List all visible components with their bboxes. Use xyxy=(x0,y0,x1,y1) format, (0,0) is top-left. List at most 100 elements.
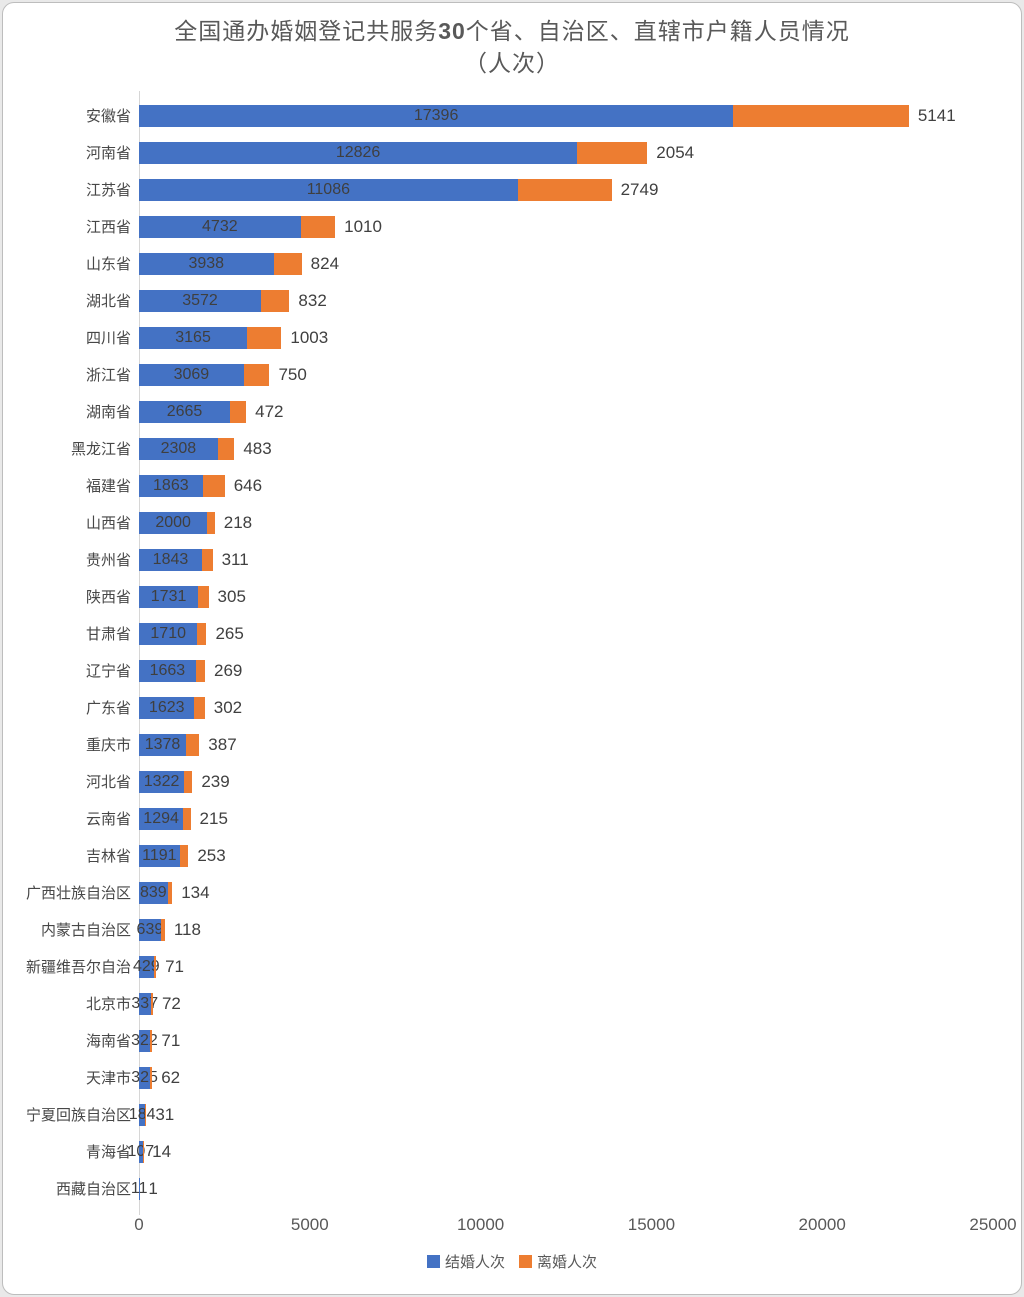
divorce-bar-segment xyxy=(150,1066,153,1089)
bar-track: 3069 750 xyxy=(139,363,993,386)
marriage-bar-segment: 1843 xyxy=(139,548,202,571)
bar-track: 11 1 xyxy=(131,1177,993,1200)
marriage-value-label: 184 xyxy=(128,1105,156,1123)
bar-track: 3938 824 xyxy=(139,252,993,275)
divorce-value-label: 215 xyxy=(199,808,228,828)
bar-track: 107 14 xyxy=(127,1140,993,1163)
chart-row: 江苏省 11086 2749 xyxy=(9,171,1021,208)
divorce-bar-segment xyxy=(149,1029,153,1052)
chart-row: 浙江省 3069 750 xyxy=(9,356,1021,393)
bar-track: 325 62 xyxy=(131,1066,993,1089)
bar-track: 1731 305 xyxy=(139,585,993,608)
marriage-value-label: 639 xyxy=(136,920,164,938)
divorce-value-label: 311 xyxy=(221,549,249,569)
divorce-bar-segment xyxy=(261,289,290,312)
chart-rows: 安徽省 17396 5141 河南省 12826 2054 江苏省 11086 2749 江西省 4… xyxy=(9,97,1021,1207)
bar-track: 1710 265 xyxy=(139,622,993,645)
marriage-bar-segment: 839 xyxy=(139,881,168,904)
divorce-bar-segment xyxy=(179,844,189,867)
marriage-value-label: 839 xyxy=(139,883,167,901)
marriage-bar-segment: 1191 xyxy=(139,844,180,867)
marriage-swatch-icon xyxy=(426,1255,440,1268)
divorce-bar-segment xyxy=(243,363,270,386)
divorce-value-label: 62 xyxy=(161,1067,181,1087)
category-label: 新疆维吾尔自治 xyxy=(25,959,131,976)
marriage-bar-segment: 2308 xyxy=(139,437,218,460)
divorce-bar-segment xyxy=(201,548,213,571)
divorce-value-label: 72 xyxy=(161,993,181,1013)
category-label: 江苏省 xyxy=(85,182,131,199)
chart-row: 海南省 322 71 xyxy=(9,1022,1021,1059)
marriage-value-label: 11 xyxy=(130,1179,148,1197)
divorce-bar-segment xyxy=(160,918,165,941)
divorce-bar-segment xyxy=(577,141,648,164)
divorce-bar-segment xyxy=(247,326,282,349)
marriage-value-label: 1663 xyxy=(149,661,186,679)
x-axis-tick-label: 0 xyxy=(134,1215,144,1234)
divorce-value-label: 134 xyxy=(181,882,210,902)
legend-label-marriage: 结婚人次 xyxy=(444,1254,505,1271)
chart-title-line1: 全国通办婚姻登记共服务30个省、自治区、直辖市户籍人员情况 xyxy=(3,15,1021,47)
marriage-bar-segment: 3938 xyxy=(139,252,274,275)
divorce-bar-segment xyxy=(300,215,336,238)
divorce-bar-segment xyxy=(517,178,612,201)
category-label: 青海省 xyxy=(85,1144,131,1161)
category-label: 陕西省 xyxy=(85,589,131,606)
divorce-value-label: 472 xyxy=(255,401,284,421)
marriage-value-label: 3572 xyxy=(182,291,218,309)
category-label: 西藏自治区 xyxy=(55,1181,131,1198)
chart-row: 西藏自治区 11 1 xyxy=(9,1170,1021,1207)
category-label: 山西省 xyxy=(85,515,131,532)
bar-track: 11086 2749 xyxy=(139,178,993,201)
category-label: 湖南省 xyxy=(85,404,131,421)
marriage-bar-segment: 1294 xyxy=(139,807,184,830)
divorce-bar-segment xyxy=(167,881,173,904)
bar-track: 2308 483 xyxy=(139,437,993,460)
chart-row: 四川省 3165 1003 xyxy=(9,319,1021,356)
chart-row: 新疆维吾尔自治 429 71 xyxy=(9,948,1021,985)
marriage-value-label: 1843 xyxy=(152,550,189,568)
category-label: 福建省 xyxy=(85,478,131,495)
legend-item-marriage: 结婚人次 xyxy=(426,1251,505,1272)
category-label: 四川省 xyxy=(85,330,131,347)
bar-track: 1663 269 xyxy=(139,659,993,682)
category-label: 黑龙江省 xyxy=(70,441,131,458)
divorce-bar-segment xyxy=(230,400,247,423)
chart-row: 重庆市 1378 387 xyxy=(9,726,1021,763)
bar-track: 639 118 xyxy=(136,918,993,941)
marriage-value-label: 1731 xyxy=(150,587,187,605)
marriage-value-label: 337 xyxy=(131,994,159,1012)
bar-track: 3165 1003 xyxy=(139,326,993,349)
divorce-value-label: 1010 xyxy=(344,216,382,236)
divorce-bar-segment xyxy=(733,104,909,127)
marriage-value-label: 3069 xyxy=(173,365,210,383)
divorce-value-label: 253 xyxy=(197,845,226,865)
category-label: 云南省 xyxy=(85,811,131,828)
marriage-bar-segment: 322 xyxy=(131,1029,158,1052)
divorce-bar-segment xyxy=(217,437,235,460)
bar-track: 2000 218 xyxy=(139,511,993,534)
category-label: 辽宁省 xyxy=(85,663,131,680)
marriage-value-label: 1294 xyxy=(143,809,179,827)
marriage-bar-segment: 11086 xyxy=(139,178,518,201)
title-text: 全国通办婚姻登记共服务 xyxy=(174,18,439,44)
category-label: 山东省 xyxy=(85,256,131,273)
category-label: 安徽省 xyxy=(85,108,131,125)
divorce-value-label: 71 xyxy=(165,956,184,976)
divorce-bar-segment xyxy=(198,585,209,608)
chart-row: 吉林省 1191 253 xyxy=(9,837,1021,874)
category-label: 河北省 xyxy=(85,774,131,791)
chart-row: 广东省 1623 302 xyxy=(9,689,1021,726)
y-axis-line xyxy=(139,91,140,1215)
marriage-value-label: 4732 xyxy=(202,217,238,235)
marriage-bar-segment: 4732 xyxy=(139,215,301,238)
marriage-value-label: 1322 xyxy=(143,772,180,790)
divorce-value-label: 118 xyxy=(173,919,201,939)
marriage-bar-segment: 1378 xyxy=(139,733,187,756)
chart-row: 云南省 1294 215 xyxy=(9,800,1021,837)
bar-track: 3572 832 xyxy=(139,289,993,312)
chart-row: 湖南省 2665 472 xyxy=(9,393,1021,430)
bar-track: 1294 215 xyxy=(139,807,993,830)
chart-title: 全国通办婚姻登记共服务30个省、自治区、直辖市户籍人员情况 （人次） xyxy=(3,3,1021,79)
